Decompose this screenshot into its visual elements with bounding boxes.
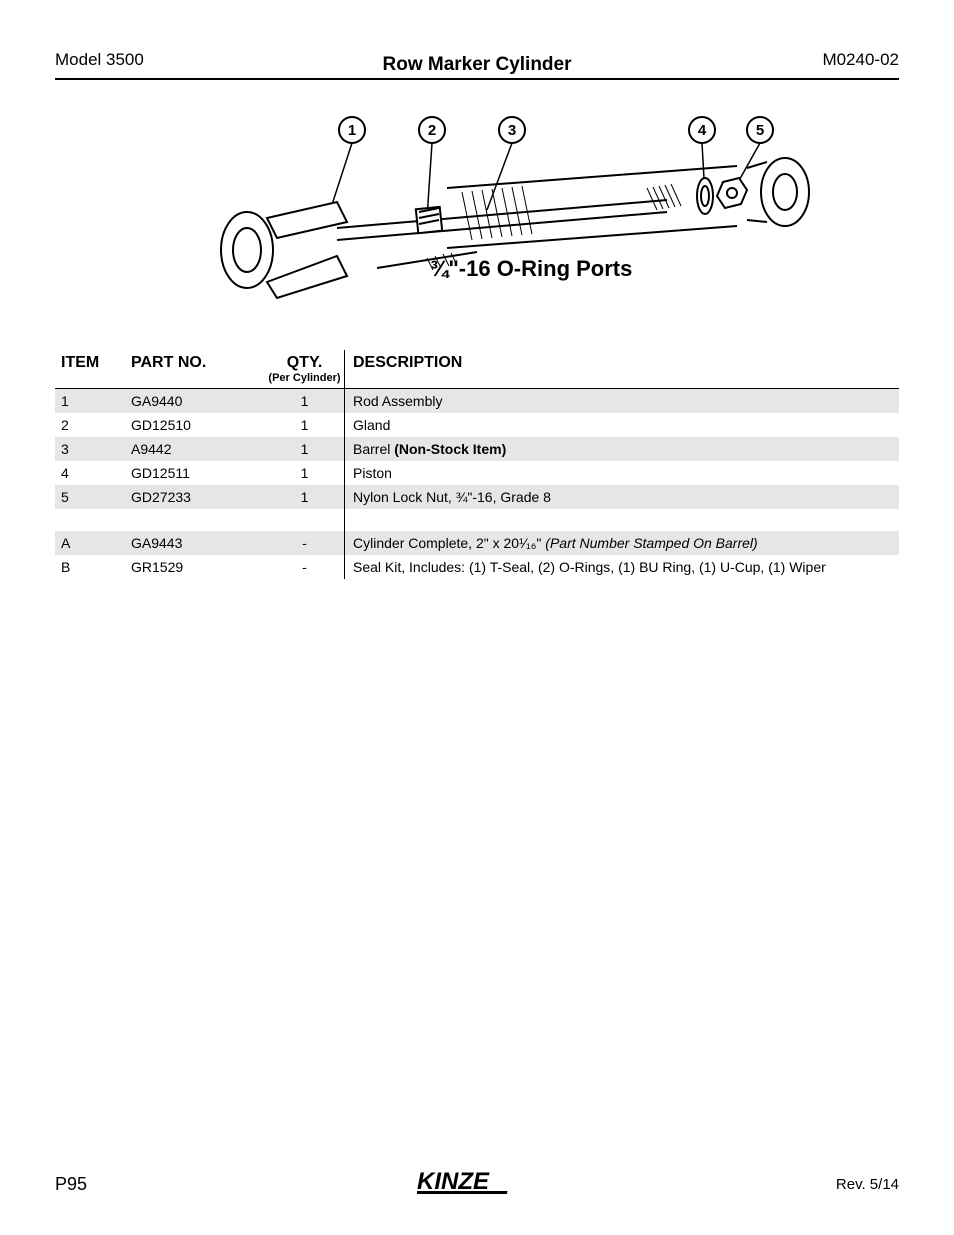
cell-part: GA9440 — [125, 389, 265, 413]
table-header-row: ITEM PART NO. QTY. (Per Cylinder) DESCRI… — [55, 350, 899, 389]
col-header-desc: DESCRIPTION — [345, 350, 899, 376]
cell-qty: 1 — [265, 485, 345, 509]
table-row: 4GD125111Piston — [55, 461, 899, 485]
table-row: 2GD125101Gland — [55, 413, 899, 437]
table-row: 1GA94401Rod Assembly — [55, 389, 899, 413]
cell-part: A9442 — [125, 437, 265, 461]
table-row: 3A94421Barrel (Non-Stock Item) — [55, 437, 899, 461]
cell-qty: 1 — [265, 437, 345, 461]
table-row: BGR1529-Seal Kit, Includes: (1) T-Seal, … — [55, 555, 899, 579]
cell-qty: 1 — [265, 413, 345, 437]
cell-part: GR1529 — [125, 555, 265, 579]
cell-part: GD27233 — [125, 485, 265, 509]
cell-item: 5 — [55, 485, 125, 509]
ports-label: ¾"-16 O-Ring Ports — [430, 256, 632, 282]
cell-desc: Gland — [345, 413, 899, 437]
cell-qty: 1 — [265, 461, 345, 485]
cell-item: 2 — [55, 413, 125, 437]
cell-desc: Barrel (Non-Stock Item) — [345, 437, 899, 461]
cell-desc: Rod Assembly — [345, 389, 899, 413]
doc-number: M0240-02 — [822, 50, 899, 70]
cell-part: GD12510 — [125, 413, 265, 437]
table-row: AGA9443-Cylinder Complete, 2" x 20¹⁄₁₆" … — [55, 531, 899, 555]
cell-item: 3 — [55, 437, 125, 461]
page-title: Row Marker Cylinder — [383, 54, 572, 76]
cell-item: B — [55, 555, 125, 579]
cell-qty: 1 — [265, 389, 345, 413]
svg-text:5: 5 — [756, 122, 764, 139]
qty-sublabel: (Per Cylinder) — [265, 372, 344, 384]
page-number: P95 — [55, 1174, 87, 1195]
revision-label: Rev. 5/14 — [836, 1176, 899, 1193]
qty-label: QTY. — [287, 354, 323, 371]
cell-desc: Nylon Lock Nut, ¾"-16, Grade 8 — [345, 485, 899, 509]
table-body-1: 1GA94401Rod Assembly2GD125101Gland3A9442… — [55, 389, 899, 509]
svg-text:3: 3 — [508, 122, 516, 139]
table-body-2: AGA9443-Cylinder Complete, 2" x 20¹⁄₁₆" … — [55, 531, 899, 579]
col-header-item: ITEM — [55, 350, 125, 376]
svg-text:1: 1 — [348, 122, 356, 139]
cell-item: A — [55, 531, 125, 555]
model-label: Model 3500 — [55, 50, 144, 70]
cell-part: GD12511 — [125, 461, 265, 485]
col-header-part: PART NO. — [125, 350, 265, 376]
cell-item: 4 — [55, 461, 125, 485]
cell-desc: Cylinder Complete, 2" x 20¹⁄₁₆" (Part Nu… — [345, 531, 899, 555]
table-row: 5GD272331Nylon Lock Nut, ¾"-16, Grade 8 — [55, 485, 899, 509]
parts-table: ITEM PART NO. QTY. (Per Cylinder) DESCRI… — [55, 350, 899, 579]
brand-logo: KINZE — [417, 1167, 537, 1202]
svg-text:KINZE: KINZE — [417, 1168, 490, 1195]
svg-text:2: 2 — [428, 122, 436, 139]
cell-desc: Seal Kit, Includes: (1) T-Seal, (2) O-Ri… — [345, 555, 899, 579]
cell-part: GA9443 — [125, 531, 265, 555]
cell-qty: - — [265, 555, 345, 579]
table-spacer — [55, 509, 899, 531]
cell-qty: - — [265, 531, 345, 555]
svg-text:4: 4 — [698, 122, 707, 139]
page-header: Model 3500 Row Marker Cylinder M0240-02 — [55, 50, 899, 80]
col-header-qty: QTY. (Per Cylinder) — [265, 350, 345, 388]
cell-item: 1 — [55, 389, 125, 413]
cell-desc: Piston — [345, 461, 899, 485]
page-footer: P95 KINZE Rev. 5/14 — [55, 1174, 899, 1195]
